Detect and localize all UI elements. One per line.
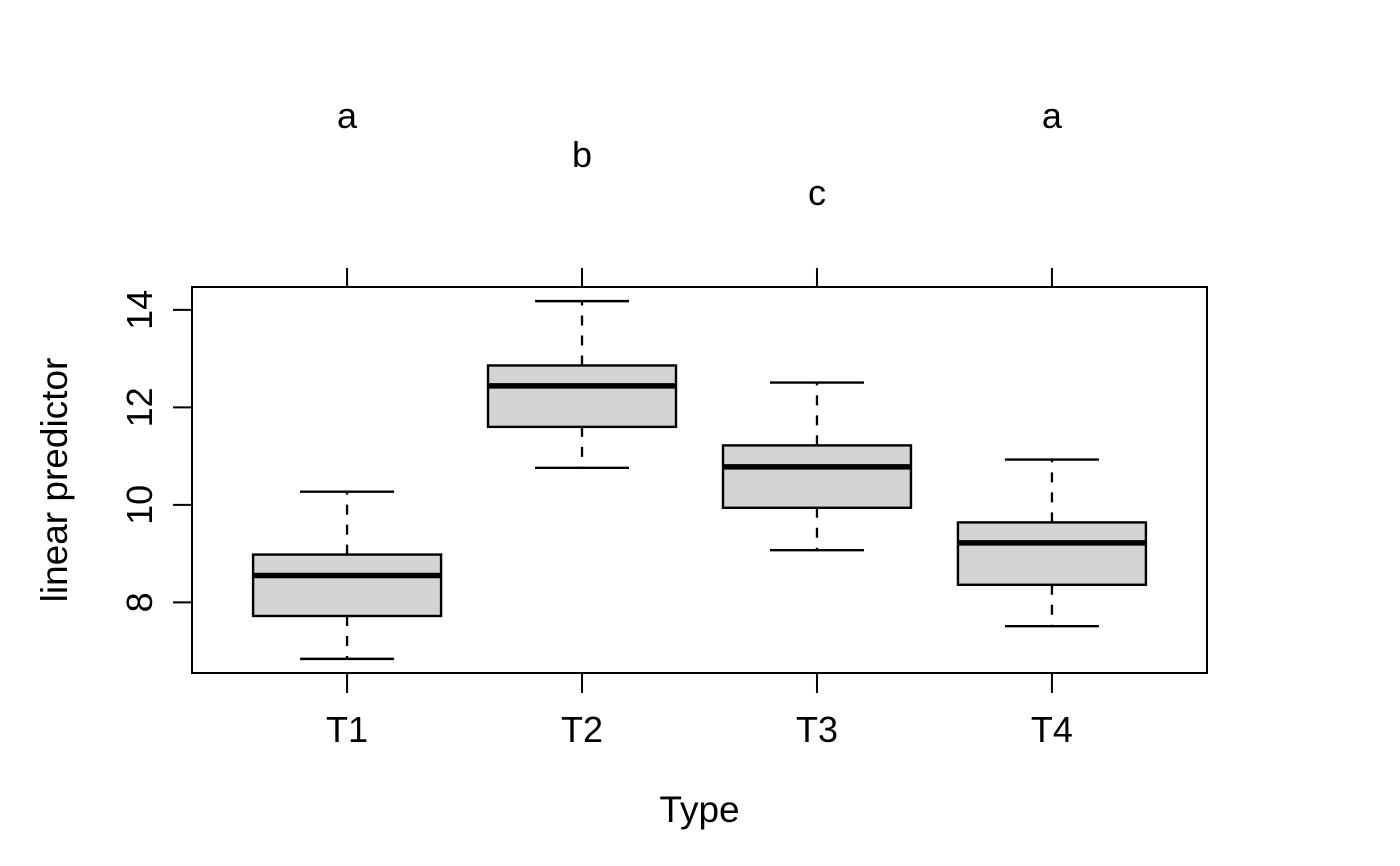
iqr-box (956, 521, 1148, 586)
x-axis-tick-label: T1 (326, 709, 368, 750)
x-axis-tick-label: T2 (561, 709, 603, 750)
plot-border (191, 286, 1208, 674)
y-axis-tick-label: 10 (119, 485, 160, 525)
cld-letter: b (572, 134, 592, 175)
cld-letter: a (1042, 95, 1063, 136)
y-axis-tick-label: 8 (119, 592, 160, 612)
y-axis-title: linear predictor (34, 357, 75, 603)
y-axis-tick-label: 12 (119, 387, 160, 427)
iqr-box (721, 444, 913, 509)
x-axis-tick-label: T3 (796, 709, 838, 750)
cld-letter: c (808, 172, 826, 213)
iqr-box (251, 553, 443, 618)
cld-letter: a (337, 95, 358, 136)
x-axis-tick-label: T4 (1031, 709, 1073, 750)
iqr-box (486, 364, 678, 429)
y-axis-tick-label: 14 (119, 290, 160, 330)
x-axis-title: Type (659, 789, 740, 830)
